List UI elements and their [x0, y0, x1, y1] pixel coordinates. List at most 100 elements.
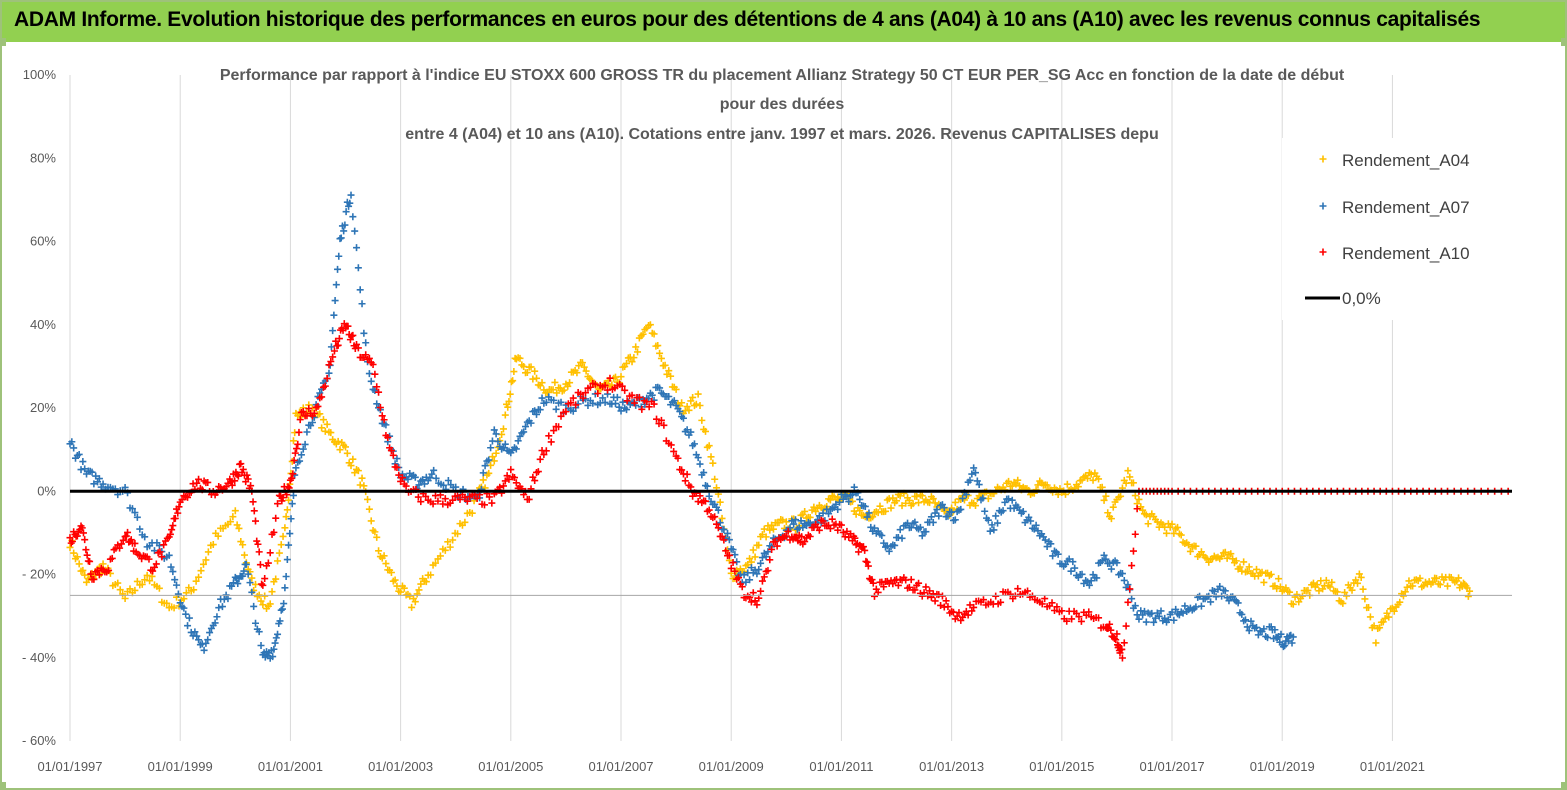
data-point [257, 642, 265, 649]
data-point [505, 397, 513, 405]
data-point [1313, 581, 1321, 589]
data-point [136, 525, 144, 533]
data-point [242, 560, 250, 568]
data-point [290, 456, 298, 464]
data-point [1030, 525, 1038, 533]
data-point [855, 548, 863, 556]
data-point [856, 507, 864, 515]
data-point [753, 570, 761, 578]
data-point [174, 509, 182, 517]
data-point [865, 509, 873, 517]
data-point [1024, 587, 1032, 595]
data-point [1218, 592, 1226, 600]
data-point [819, 517, 827, 525]
data-point [327, 343, 335, 351]
data-point [1229, 555, 1237, 563]
data-point [375, 388, 383, 396]
data-point [121, 595, 129, 603]
data-point [773, 542, 781, 550]
data-point [279, 532, 287, 540]
data-point [375, 547, 383, 555]
legend-label: Rendement_A10 [1342, 244, 1470, 263]
data-point [289, 491, 297, 499]
data-point [1008, 496, 1016, 504]
data-point [1106, 620, 1114, 628]
data-point [896, 526, 904, 534]
data-point [507, 466, 515, 474]
data-point [387, 568, 395, 576]
data-point [731, 567, 739, 575]
data-point [856, 495, 864, 503]
data-point [314, 402, 322, 410]
data-point [195, 475, 203, 483]
data-point [1106, 559, 1114, 567]
data-point [166, 530, 174, 538]
data-point [1142, 618, 1150, 626]
data-point [231, 573, 239, 581]
data-point [81, 536, 89, 544]
data-point [1133, 505, 1141, 513]
data-point [645, 403, 653, 411]
data-point [834, 493, 842, 501]
data-point [332, 281, 340, 289]
data-point [274, 630, 282, 638]
data-point [623, 359, 631, 367]
data-point [560, 386, 568, 394]
data-point [1025, 513, 1033, 521]
data-point [360, 329, 368, 337]
data-point [749, 546, 757, 554]
data-point [1185, 541, 1193, 549]
data-point [278, 497, 286, 505]
data-point [638, 405, 646, 413]
data-point [536, 406, 544, 414]
data-point [764, 567, 772, 575]
data-point [1238, 610, 1246, 618]
data-point [1260, 625, 1268, 633]
data-point [334, 341, 342, 349]
data-point [340, 227, 348, 235]
data-point [577, 390, 585, 398]
data-point [297, 451, 305, 459]
data-point [758, 554, 766, 562]
data-point [365, 505, 373, 513]
data-point [119, 536, 127, 544]
data-point [1107, 626, 1115, 634]
data-point [1241, 616, 1249, 624]
data-point [538, 379, 546, 387]
data-point [527, 363, 535, 371]
data-point [1247, 617, 1255, 625]
data-point [713, 520, 721, 528]
data-point [531, 367, 539, 375]
x-tick-label: 01/01/2015 [1029, 759, 1094, 774]
data-point [277, 541, 285, 549]
data-point [90, 575, 98, 583]
data-point [764, 548, 772, 556]
data-point [276, 617, 284, 625]
data-point [650, 400, 658, 408]
legend-marker [1319, 202, 1327, 210]
data-point [250, 602, 258, 610]
data-point [75, 560, 83, 568]
data-point [753, 601, 761, 609]
data-point [707, 453, 715, 461]
data-point [1155, 612, 1163, 620]
data-point [579, 394, 587, 402]
data-point [288, 500, 296, 508]
data-point [239, 541, 247, 549]
data-point [893, 497, 901, 505]
data-point [979, 494, 987, 502]
data-point [540, 451, 548, 459]
data-point [999, 507, 1007, 515]
data-point [1383, 609, 1391, 617]
data-point [1416, 574, 1424, 582]
data-point [714, 506, 722, 514]
data-point [231, 477, 239, 485]
data-point [782, 518, 790, 526]
data-point [1279, 643, 1287, 651]
y-tick-label: - 40% [22, 650, 56, 665]
data-point [351, 227, 359, 235]
data-point [1120, 576, 1128, 584]
data-point [358, 474, 366, 482]
data-point [378, 412, 386, 420]
data-point [231, 507, 239, 515]
